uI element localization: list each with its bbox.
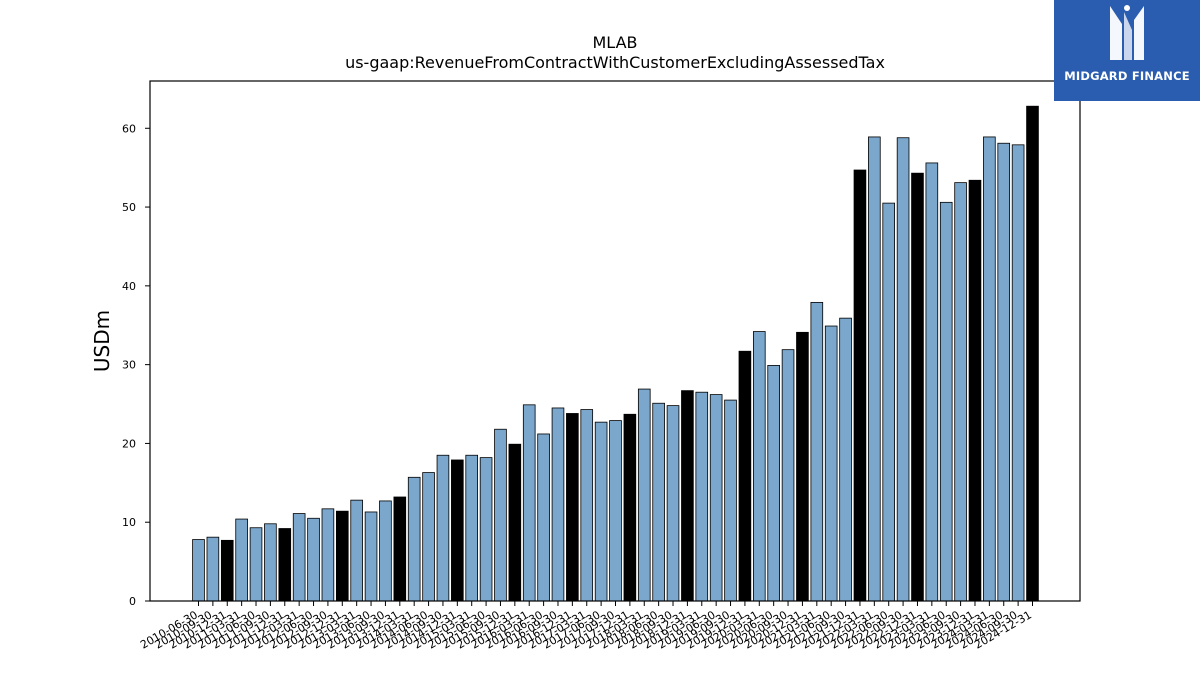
bar-2013-09-30	[379, 500, 392, 602]
bar-2010-06-30	[192, 539, 205, 602]
y-tick-label: 60	[122, 122, 136, 135]
y-tick-label: 50	[122, 201, 136, 214]
bar-2014-12-31	[451, 459, 464, 602]
y-axis-label: USDm	[90, 310, 114, 372]
bar-2020-09-30	[781, 349, 795, 602]
y-tick-label: 20	[122, 437, 136, 450]
y-tick-label: 30	[122, 359, 136, 372]
bar-2017-12-31	[623, 413, 637, 602]
bar-2016-06-30	[537, 433, 550, 602]
bar-2019-03-31	[695, 391, 709, 602]
bar-2021-03-31	[810, 301, 824, 602]
bar-2011-03-31	[235, 518, 248, 602]
bar-2016-09-30	[551, 407, 565, 602]
brand-name: MIDGARD FINANCE	[1064, 69, 1190, 83]
chart-subtitle: us-gaap:RevenueFromContractWithCustomerE…	[345, 53, 885, 72]
bar-2014-06-30	[422, 472, 435, 602]
bar-2022-06-30	[882, 202, 896, 602]
bar-2018-12-31	[681, 390, 694, 602]
bar-2014-03-31	[407, 476, 421, 602]
bar-2011-06-30	[249, 527, 263, 602]
bar-2022-03-31	[868, 136, 881, 602]
bar-2015-09-30	[494, 428, 507, 602]
bar-2023-03-31	[925, 162, 939, 602]
bar-2012-12-31	[335, 510, 349, 602]
bar-2017-06-30	[594, 421, 608, 602]
bars-group	[192, 105, 1039, 602]
bar-2024-09-30	[1011, 144, 1025, 602]
bar-2013-06-30	[364, 511, 378, 602]
y-tick-label: 10	[122, 516, 136, 529]
bar-2018-06-30	[652, 402, 665, 602]
bar-2010-12-31	[220, 539, 234, 602]
bar-2015-03-31	[465, 454, 479, 602]
bar-2018-03-31	[637, 388, 651, 602]
bar-2019-06-30	[709, 394, 723, 602]
bar-2016-03-31	[522, 404, 536, 602]
bar-2020-06-30	[767, 365, 780, 602]
bar-2022-09-30	[896, 137, 910, 602]
bar-2019-09-30	[724, 399, 737, 602]
x-axis: 2010-06-302010-09-302010-12-312011-03-31…	[138, 601, 1034, 652]
bar-2021-09-30	[839, 317, 852, 602]
bar-2023-09-30	[954, 182, 967, 602]
bar-2011-12-31	[278, 528, 292, 602]
bar-2017-03-31	[580, 409, 594, 602]
bar-2020-03-31	[752, 331, 766, 602]
bar-2013-12-31	[393, 496, 407, 602]
bar-2012-06-30	[307, 517, 320, 602]
y-tick-label: 0	[129, 595, 136, 608]
brand-logo: MIDGARD FINANCE	[1054, 0, 1200, 101]
bar-2018-09-30	[666, 405, 680, 602]
bar-2012-09-30	[321, 508, 335, 602]
bar-2024-06-30	[997, 142, 1011, 602]
bar-2017-09-30	[609, 420, 622, 602]
bar-2021-12-31	[853, 169, 867, 602]
bar-2010-09-30	[206, 536, 220, 602]
bar-2015-06-30	[479, 457, 493, 602]
chart-title: MLAB	[592, 33, 637, 52]
bar-2024-12-31	[1026, 105, 1039, 602]
plot-frame	[149, 80, 1081, 602]
midgard-logo-icon	[1110, 5, 1144, 60]
bar-2023-12-31	[968, 179, 982, 602]
bar-2020-12-31	[796, 331, 809, 602]
bar-2019-12-31	[738, 350, 752, 602]
bar-2021-06-30	[824, 325, 838, 602]
y-tick-label: 40	[122, 280, 136, 293]
bar-2016-12-31	[566, 413, 579, 602]
bar-2023-06-30	[939, 201, 953, 602]
bar-2012-03-31	[292, 513, 306, 602]
bar-2014-09-30	[436, 454, 450, 602]
bar-2015-12-31	[508, 443, 522, 602]
bar-2024-03-31	[983, 136, 996, 602]
bar-2022-12-31	[911, 172, 924, 602]
bar-2011-09-30	[264, 523, 277, 602]
y-axis: 0 10 20 30 40 50 60	[122, 122, 150, 608]
bar-2013-03-31	[350, 499, 363, 602]
